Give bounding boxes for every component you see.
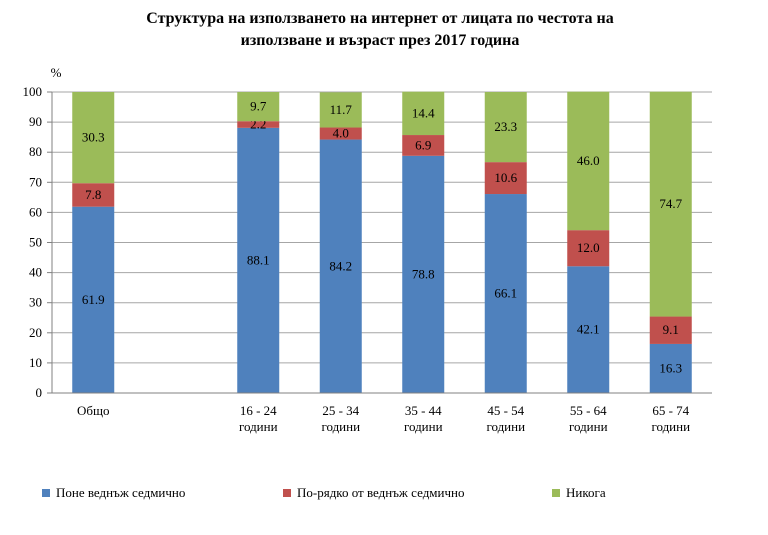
bar-segment (237, 121, 280, 128)
data-label: 61.9 (82, 292, 105, 307)
legend-label-less-often: По-рядко от веднъж седмично (297, 485, 465, 500)
bar-segment (237, 92, 280, 122)
legend-swatch-less-often (283, 489, 291, 497)
x-tick-label: години (569, 419, 608, 434)
bar-segment (319, 139, 362, 393)
data-label: 84.2 (329, 258, 352, 273)
bar-segment (484, 162, 527, 195)
x-tick-label: Общо (77, 403, 110, 418)
bar-segment (567, 91, 610, 231)
legend-swatch-weekly (42, 489, 50, 497)
bar-segment (72, 92, 115, 184)
data-label: 16.3 (659, 360, 682, 375)
data-label: 74.7 (659, 196, 682, 211)
data-label: 46.0 (577, 153, 600, 168)
x-tick-label: години (239, 419, 278, 434)
x-tick-label: години (404, 419, 443, 434)
data-label: 14.4 (412, 105, 435, 120)
data-label: 7.8 (85, 187, 101, 202)
bar-segment (649, 91, 692, 317)
chart-title-line-2: използване и възраст през 2017 година (240, 32, 520, 49)
bar-segment (567, 230, 610, 267)
data-label: 10.6 (494, 170, 517, 185)
x-tick-label: години (321, 419, 360, 434)
bar-segment (72, 183, 115, 207)
x-tick-label: години (486, 419, 525, 434)
y-tick-label: 60 (29, 204, 42, 219)
x-tick-label: 45 - 54 (487, 403, 524, 418)
y-axis-label: % (51, 65, 62, 80)
x-tick-label: 16 - 24 (240, 403, 277, 418)
bar-segment (484, 194, 527, 393)
y-tick-label: 40 (29, 265, 42, 280)
x-tick-label: 25 - 34 (322, 403, 359, 418)
bar-segment (649, 316, 692, 344)
x-tick-label: 35 - 44 (405, 403, 442, 418)
data-label: 42.1 (577, 322, 600, 337)
y-tick-label: 50 (29, 235, 42, 250)
data-label: 23.3 (494, 119, 517, 134)
legend-label-weekly: Поне веднъж седмично (56, 485, 186, 500)
bar-segment (319, 92, 362, 128)
bar-segment (484, 92, 527, 163)
legend-label-never: Никога (566, 485, 606, 500)
y-tick-label: 0 (36, 385, 43, 400)
data-label: 30.3 (82, 130, 105, 145)
y-tick-label: 90 (29, 114, 42, 129)
data-label: 9.7 (250, 99, 267, 114)
bar-segment (649, 343, 692, 393)
bar-segment (402, 155, 445, 393)
y-tick-label: 100 (23, 84, 43, 99)
y-tick-label: 80 (29, 144, 42, 159)
y-tick-label: 70 (29, 174, 42, 189)
x-tick-label: 55 - 64 (570, 403, 607, 418)
bar-segment (402, 135, 445, 156)
legend-item-weekly: Поне веднъж седмично (42, 485, 185, 501)
bar-segment (319, 127, 362, 140)
bar-segment (72, 206, 115, 393)
data-label: 88.1 (247, 252, 270, 267)
data-label: 12.0 (577, 240, 600, 255)
bar-segment (567, 266, 610, 393)
bar-segment (237, 127, 280, 393)
y-tick-label: 10 (29, 355, 42, 370)
data-label: 66.1 (494, 286, 517, 301)
x-tick-label: 65 - 74 (652, 403, 689, 418)
bar-segment (402, 91, 445, 136)
data-label: 9.1 (663, 322, 679, 337)
x-tick-label: години (651, 419, 690, 434)
data-label: 6.9 (415, 137, 431, 152)
legend-swatch-never (552, 489, 560, 497)
data-label: 78.8 (412, 266, 435, 281)
chart-title-line-1: Структура на използването на интернет от… (146, 10, 614, 27)
legend-item-less-often: По-рядко от веднъж седмично (283, 485, 464, 501)
y-tick-label: 20 (29, 325, 42, 340)
y-tick-label: 30 (29, 295, 42, 310)
legend-item-never: Никога (552, 485, 606, 501)
data-label: 11.7 (330, 102, 353, 117)
data-label: 4.0 (333, 126, 349, 141)
